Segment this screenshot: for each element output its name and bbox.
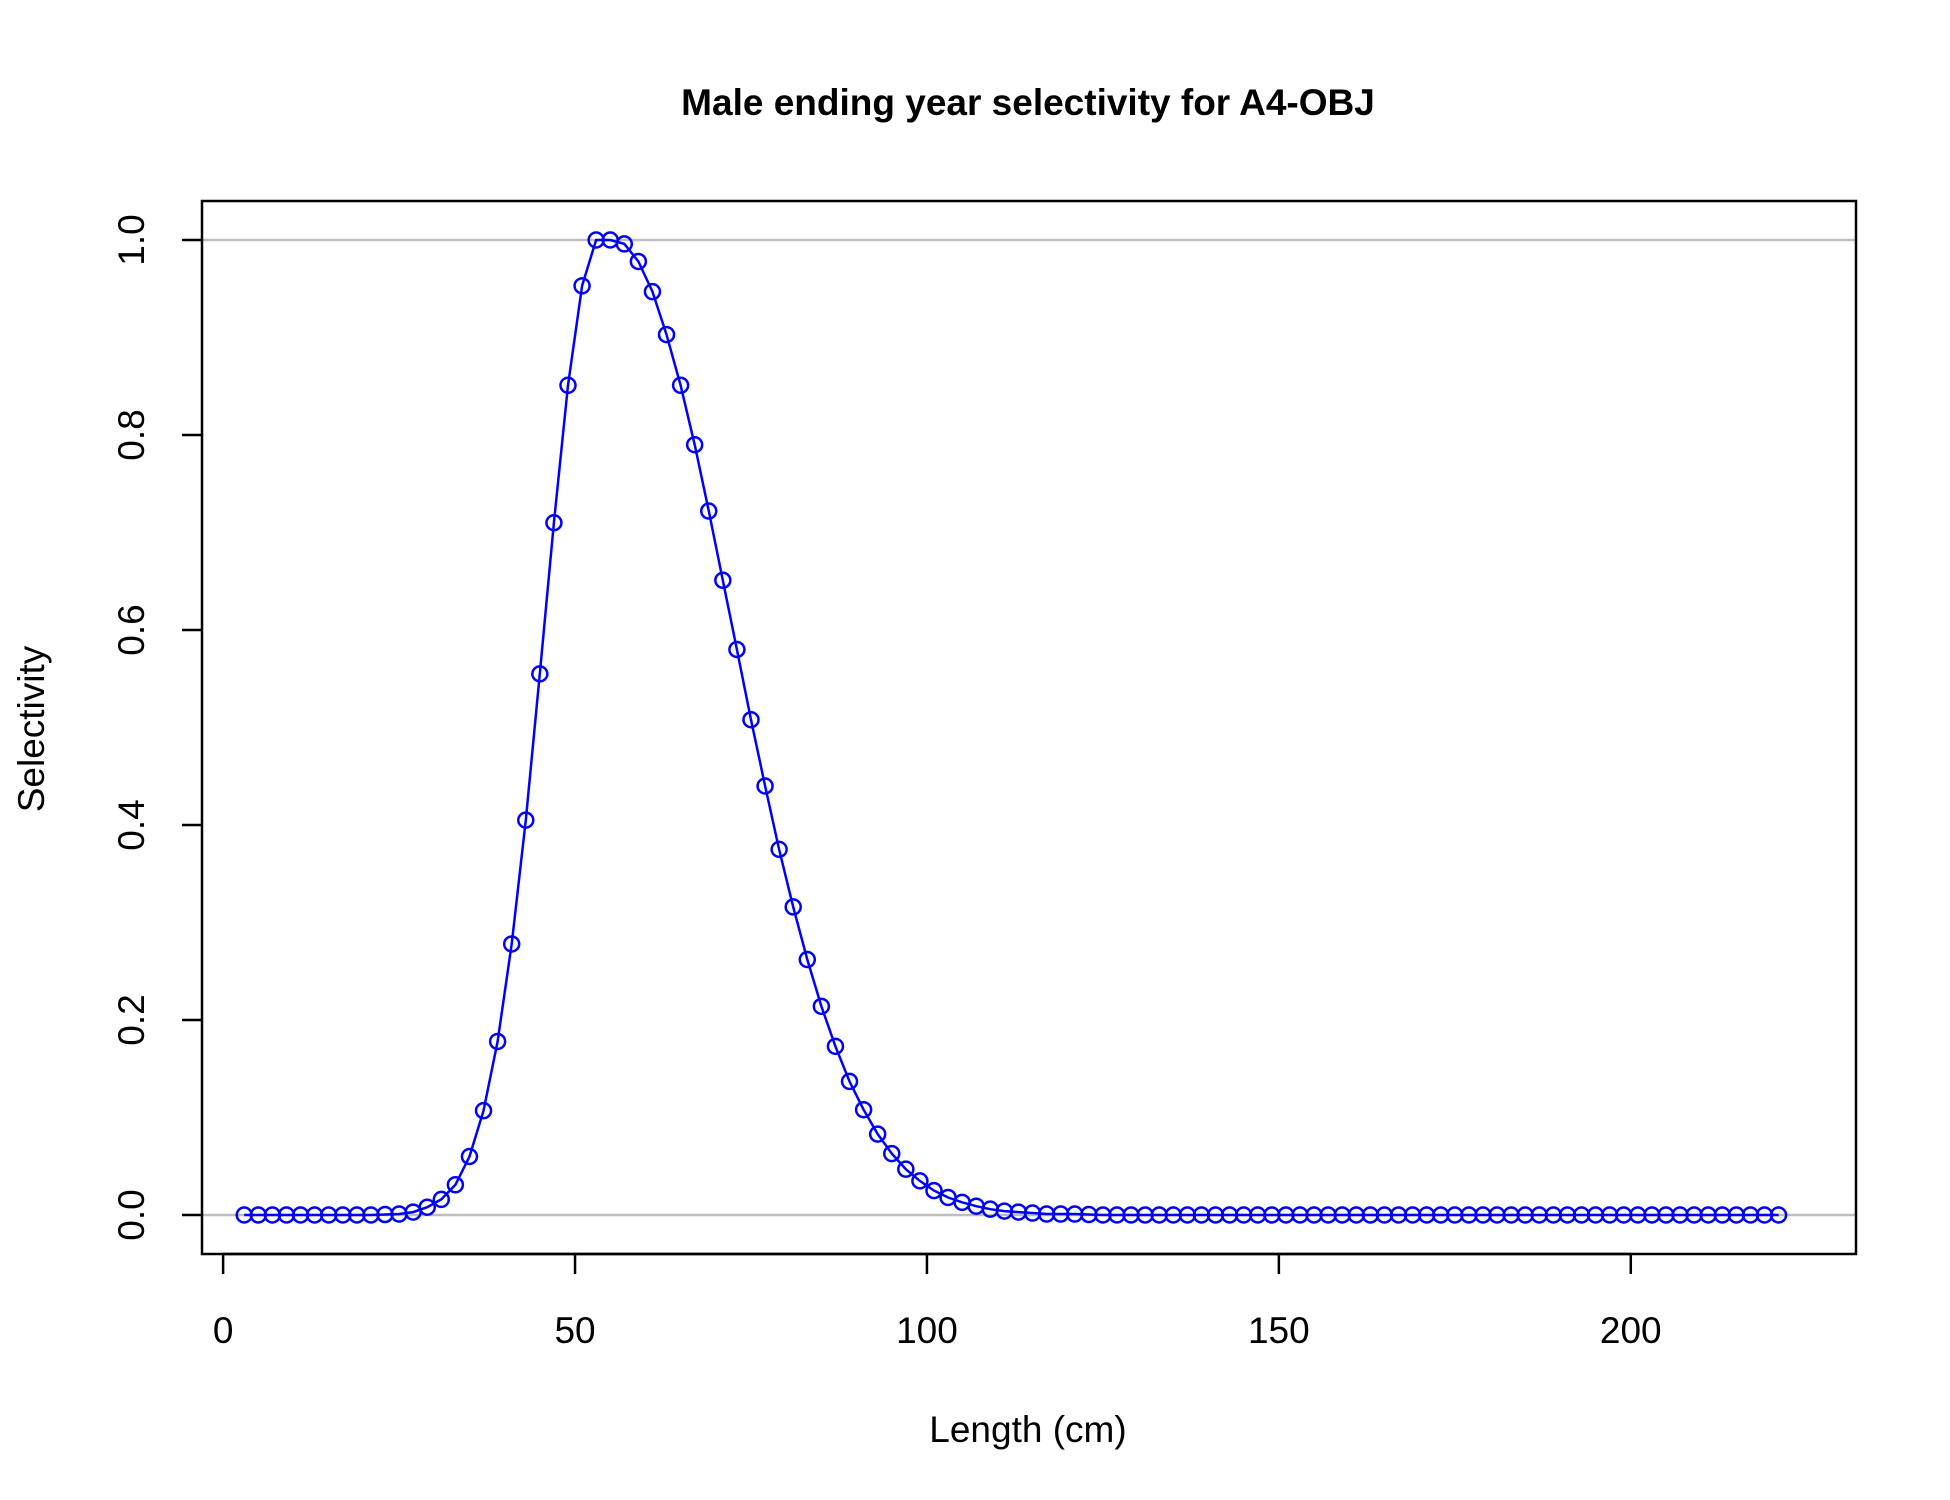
y-tick-label: 1.0 <box>111 214 152 265</box>
data-point <box>770 840 788 859</box>
y-tick-label: 0.6 <box>111 604 152 655</box>
data-point <box>925 1181 943 1200</box>
x-tick-label: 100 <box>896 1310 958 1351</box>
data-point <box>854 1100 873 1119</box>
data-point <box>474 1101 493 1120</box>
data-point <box>460 1147 479 1166</box>
data-point <box>657 325 676 344</box>
data-point <box>446 1176 465 1194</box>
data-point <box>756 777 774 795</box>
y-axis-label: Selectivity <box>11 645 52 812</box>
y-tick-label: 0.4 <box>111 799 152 850</box>
data-point <box>883 1144 901 1163</box>
data-point <box>629 252 648 271</box>
data-point <box>1769 1206 1788 1224</box>
data-point <box>826 1037 845 1056</box>
x-tick-label: 200 <box>1600 1310 1662 1351</box>
y-tick-label: 0.2 <box>111 994 152 1045</box>
data-point <box>742 710 760 729</box>
data-point <box>517 811 535 829</box>
data-point <box>488 1032 507 1051</box>
data-point <box>615 235 634 253</box>
data-point <box>671 376 690 395</box>
data-point <box>573 277 591 295</box>
data-point <box>784 898 802 916</box>
data-point <box>728 640 746 659</box>
data-point <box>798 950 817 969</box>
data-point <box>531 665 549 683</box>
data-point <box>868 1125 887 1143</box>
x-tick-label: 150 <box>1248 1310 1310 1351</box>
data-point <box>643 282 662 301</box>
data-point <box>432 1190 451 1209</box>
data-point <box>502 935 521 953</box>
y-tick-label: 0.8 <box>111 409 152 460</box>
data-point <box>559 376 577 395</box>
data-point <box>418 1198 436 1216</box>
data-point <box>685 436 704 454</box>
plot-frame <box>200 199 1858 1256</box>
data-point <box>812 997 831 1016</box>
chart-title: Male ending year selectivity for A4-OBJ <box>681 82 1375 123</box>
x-tick-label: 50 <box>554 1310 595 1351</box>
selectivity-line <box>244 238 1779 1217</box>
data-point <box>700 502 718 520</box>
y-tick-label: 0.0 <box>111 1189 152 1240</box>
data-point <box>911 1172 929 1190</box>
x-tick-label: 0 <box>213 1310 234 1351</box>
data-point <box>897 1160 915 1178</box>
x-axis-label: Length (cm) <box>929 1409 1126 1450</box>
data-point <box>714 571 732 590</box>
data-point <box>840 1072 859 1091</box>
data-point <box>545 514 563 532</box>
